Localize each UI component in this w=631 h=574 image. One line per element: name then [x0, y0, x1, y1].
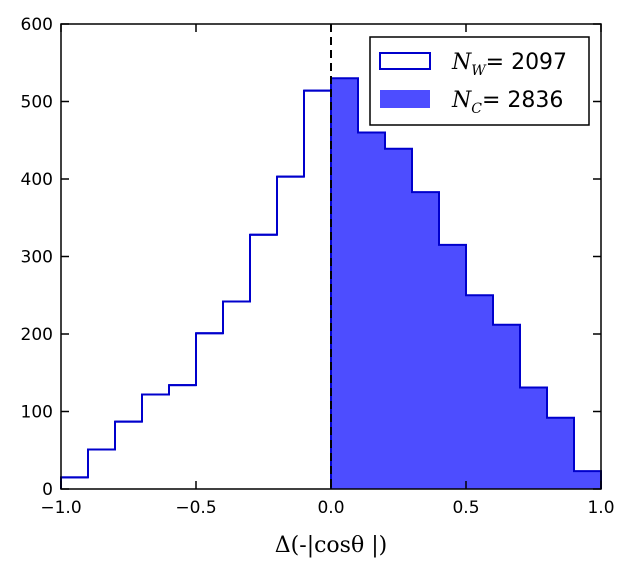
- bar-filled-5: [466, 295, 494, 489]
- bar-filled-2: [385, 148, 413, 489]
- x-tick-label: 0.0: [317, 498, 344, 518]
- legend-swatch-filled: [380, 90, 430, 108]
- legend: NW= 2097 NC= 2836: [369, 36, 590, 126]
- filled-edge: [330, 77, 602, 489]
- y-tick-label: 500: [21, 93, 53, 113]
- bar-filled-8: [547, 417, 575, 489]
- step-outline: [60, 89, 332, 489]
- legend-item-1: NC= 2836: [380, 88, 563, 117]
- legend-label: NW= 2097: [451, 50, 567, 79]
- axis-ticks: −1.0 −0.5 0.0 0.5 1.0 0 100 200 300 400 500 600: [21, 15, 615, 518]
- x-tick-label: −1.0: [40, 498, 81, 518]
- legend-item-0: NW= 2097: [379, 50, 567, 79]
- bar-filled-9: [574, 471, 602, 489]
- plot-area: [60, 24, 602, 490]
- legend-label: NC= 2836: [451, 88, 563, 117]
- bar-filled-3: [412, 192, 440, 490]
- legend-swatch-outline: [379, 52, 431, 70]
- series-1: [330, 77, 602, 490]
- x-tick-label: 1.0: [587, 498, 614, 518]
- y-tick-label: 100: [21, 403, 53, 423]
- y-tick-label: 300: [21, 248, 53, 268]
- y-tick-label: 400: [21, 170, 53, 190]
- y-tick-label: 0: [42, 480, 53, 500]
- series-0: [60, 89, 332, 489]
- bar-filled-1: [358, 132, 386, 489]
- x-axis-label: Δ(-|cosθ |): [275, 533, 387, 558]
- y-tick-label: 600: [21, 15, 53, 35]
- bar-filled-7: [520, 387, 548, 489]
- legend-box: [369, 36, 590, 126]
- x-tick-label: −0.5: [175, 498, 216, 518]
- y-tick-label: 200: [21, 325, 53, 345]
- x-tick-label: 0.5: [452, 498, 479, 518]
- bar-filled-4: [439, 244, 467, 489]
- bar-filled-6: [493, 324, 521, 489]
- bar-filled-0: [331, 78, 359, 489]
